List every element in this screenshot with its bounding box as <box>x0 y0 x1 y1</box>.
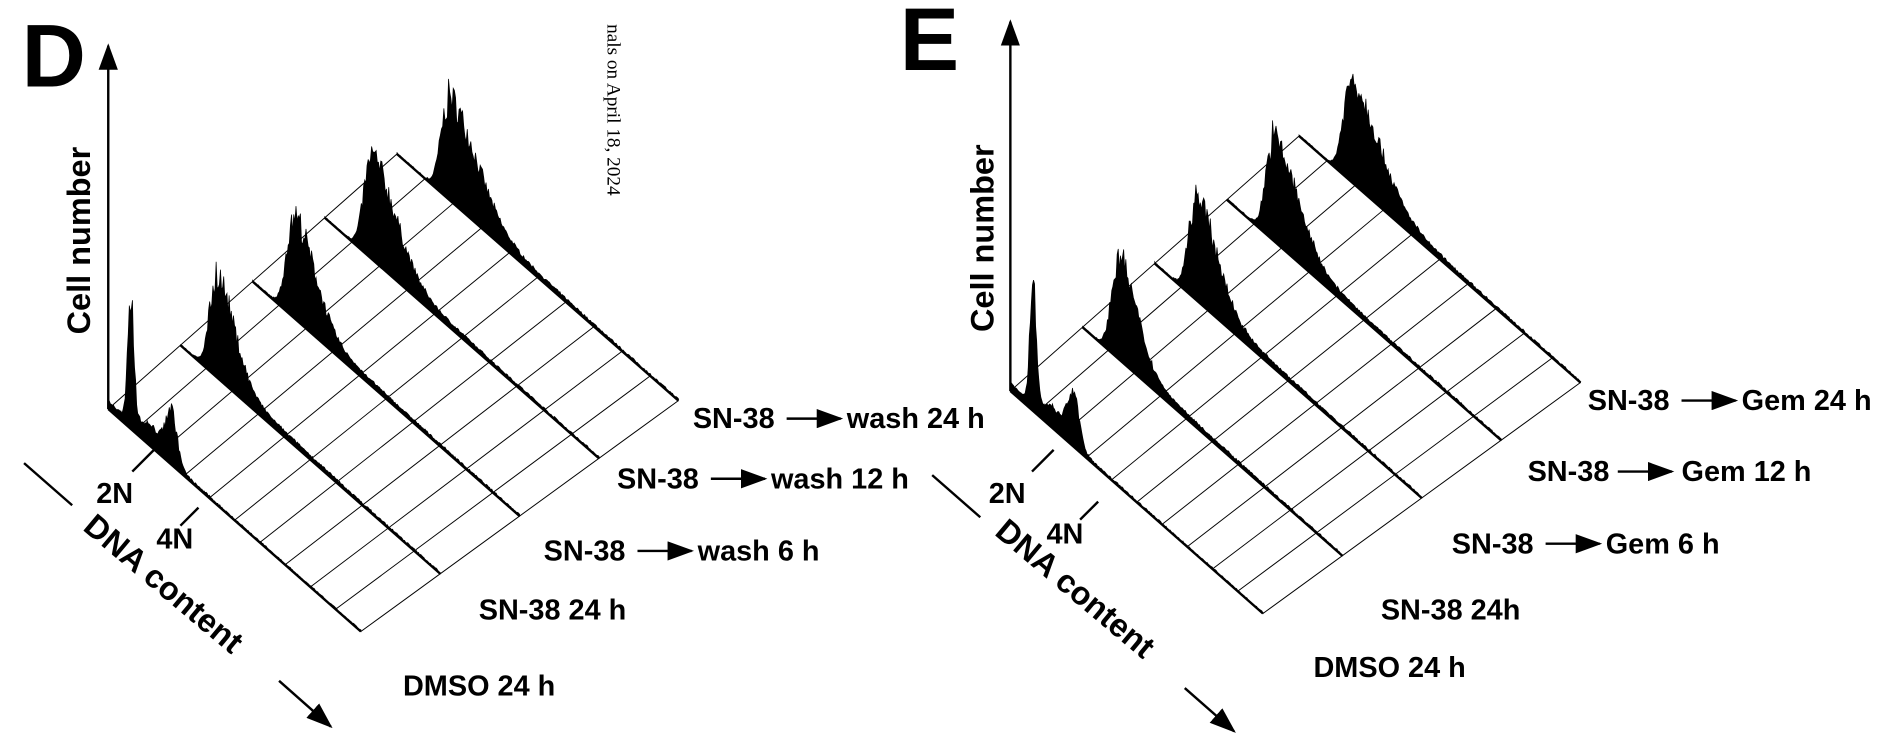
x-axis-arrow <box>278 679 333 729</box>
sample-label: wash 6 h <box>697 536 820 568</box>
baseline <box>396 153 680 402</box>
tick <box>1079 500 1100 521</box>
baseline <box>1009 390 1264 615</box>
x-axis-line <box>23 462 73 507</box>
peak-label: 2N <box>96 478 133 510</box>
sample-label: wash 12 h <box>770 463 909 495</box>
baseline <box>1081 326 1344 557</box>
histogram <box>252 206 520 517</box>
baseline <box>107 408 362 633</box>
sample-label: wash 24 h <box>846 403 985 435</box>
sample-label: Gem 12 h <box>1682 456 1812 488</box>
peak-label: 4N <box>1046 519 1083 551</box>
tick <box>179 506 200 527</box>
panel-d: D Cell number 2N 4N DNA content DMSO 24 … <box>22 6 985 729</box>
baseline <box>1226 198 1502 442</box>
sample-label: SN-38 24h <box>1381 594 1521 626</box>
tick <box>1031 449 1055 473</box>
sample-label: SN-38 <box>1452 528 1534 560</box>
tick <box>131 449 155 473</box>
baseline <box>323 216 600 460</box>
sample-label: DMSO 24 h <box>403 670 555 702</box>
peak-label: 4N <box>156 524 193 556</box>
histogram <box>180 261 441 575</box>
panel-e: E Cell number 2N 4N DNA content DMSO 24 … <box>900 0 1872 733</box>
histogram <box>396 78 679 402</box>
x-axis-arrow <box>1183 687 1236 733</box>
panel-label: D <box>22 6 86 106</box>
panel-label: E <box>900 0 959 89</box>
baseline <box>1298 135 1582 384</box>
sample-label: SN-38 24 h <box>479 594 627 626</box>
baseline <box>251 280 521 517</box>
baseline <box>179 344 442 575</box>
sample-label: SN-38 <box>693 403 775 435</box>
sample-label: SN-38 <box>544 536 626 568</box>
histogram-stacks <box>107 73 1582 633</box>
sample-label: SN-38 <box>1528 456 1610 488</box>
baseline <box>1153 262 1423 499</box>
sample-label: Gem 24 h <box>1742 385 1872 417</box>
y-axis-label: Cell number <box>965 144 1001 332</box>
histogram <box>1298 73 1581 384</box>
sample-label: SN-38 <box>1588 385 1670 417</box>
x-axis-line <box>931 474 982 519</box>
histogram <box>1226 120 1502 442</box>
y-axis-label: Cell number <box>61 146 97 334</box>
histogram <box>324 146 600 460</box>
watermark: nals on April 18, 2024 <box>602 24 623 196</box>
histogram <box>1082 248 1343 557</box>
sample-label: SN-38 <box>617 463 699 495</box>
peak-label: 2N <box>989 478 1026 510</box>
sample-label: DMSO 24 h <box>1313 652 1465 684</box>
sample-label: Gem 6 h <box>1606 528 1720 560</box>
